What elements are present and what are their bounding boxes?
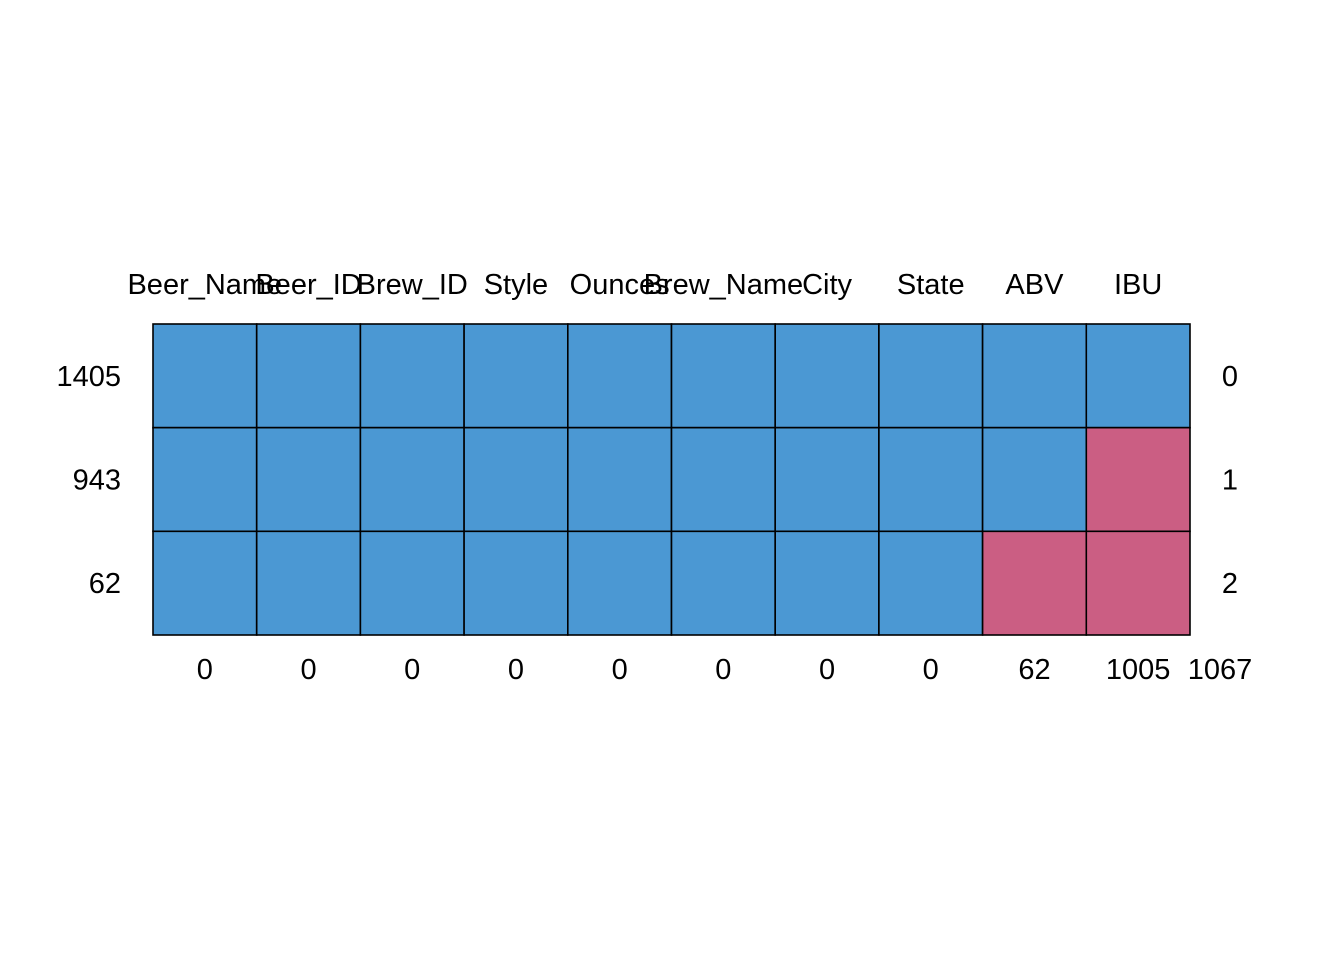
- variable-missing-label: 0: [612, 654, 628, 686]
- variable-label: Beer_ID: [255, 269, 361, 301]
- pattern-counts: 1405 943 62: [56, 361, 121, 600]
- variable-missing-label: 0: [819, 654, 835, 686]
- pattern-cell: [670, 530, 776, 636]
- pattern-cell: [566, 530, 673, 636]
- variable-missing-label: 0: [404, 654, 420, 686]
- variable-missing-label: 1005: [1106, 654, 1171, 686]
- pattern-cell: [878, 323, 984, 429]
- pattern-cell: [670, 323, 776, 429]
- pattern-cell: [1085, 426, 1191, 533]
- pattern-cell: [359, 426, 465, 533]
- pattern-missing-counts: 0 1 2: [1222, 361, 1238, 600]
- pattern-cell: [255, 323, 362, 429]
- pattern-cell: [152, 530, 258, 636]
- variable-missing-label: 0: [508, 654, 524, 686]
- pattern-cell: [463, 426, 569, 533]
- variable-missing-counts: 0 0 0 0 0 0 0 0 62 1005: [197, 654, 1171, 686]
- pattern-count-label: 1405: [56, 361, 121, 393]
- variable-label: ABV: [1005, 269, 1064, 301]
- pattern-cell: [981, 323, 1088, 429]
- pattern-cell: [255, 530, 362, 636]
- variable-missing-label: 0: [923, 654, 939, 686]
- pattern-missing-label: 0: [1222, 361, 1238, 393]
- pattern-cell: [255, 426, 362, 533]
- variable-label: Ounces: [570, 269, 670, 301]
- variable-label: Style: [484, 269, 548, 301]
- variable-missing-label: 0: [197, 654, 213, 686]
- variable-label: IBU: [1114, 269, 1162, 301]
- pattern-cell: [1085, 323, 1191, 429]
- total-missing-label: 1067: [1188, 654, 1253, 686]
- pattern-cell: [774, 323, 880, 429]
- pattern-cell: [774, 426, 880, 533]
- pattern-cell: [463, 530, 569, 636]
- pattern-cell: [566, 426, 673, 533]
- variable-label: Beer_Name: [127, 269, 282, 301]
- variable-label: City: [802, 269, 852, 301]
- pattern-cell: [981, 530, 1088, 636]
- pattern-cell: [981, 426, 1088, 533]
- pattern-cell: [152, 426, 258, 533]
- pattern-missing-label: 2: [1222, 568, 1238, 600]
- pattern-cell: [878, 530, 984, 636]
- pattern-cell: [878, 426, 984, 533]
- pattern-cell: [566, 323, 673, 429]
- pattern-cell: [359, 323, 465, 429]
- pattern-count-label: 943: [73, 465, 121, 497]
- pattern-cell: [774, 530, 880, 636]
- pattern-count-label: 62: [89, 568, 121, 600]
- variable-label: Brew_Name: [644, 269, 804, 301]
- variable-label: Brew_ID: [357, 269, 468, 301]
- variable-missing-label: 0: [300, 654, 316, 686]
- variable-label: State: [897, 269, 965, 301]
- pattern-cell: [463, 323, 569, 429]
- variable-missing-label: 62: [1018, 654, 1050, 686]
- pattern-cell: [670, 426, 776, 533]
- pattern-cell: [152, 323, 258, 429]
- variable-missing-label: 0: [715, 654, 731, 686]
- pattern-grid: [152, 323, 1191, 636]
- pattern-cell: [1085, 530, 1191, 636]
- pattern-missing-label: 1: [1222, 465, 1238, 497]
- pattern-cell: [359, 530, 465, 636]
